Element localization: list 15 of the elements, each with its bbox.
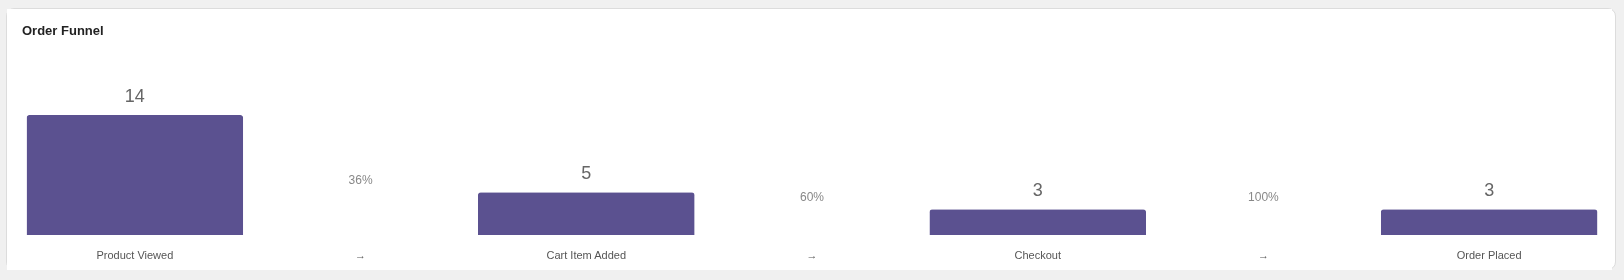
x-tick-label: →: [1257, 248, 1269, 261]
data-label: 3: [1484, 180, 1495, 201]
data-label: 14: [124, 86, 145, 106]
data-label: 3: [1032, 180, 1043, 201]
x-tick-label: →: [806, 248, 818, 261]
data-label: 5: [581, 163, 592, 184]
x-tick-label: →: [355, 248, 367, 261]
annotation: 60%: [799, 190, 825, 205]
x-tick-label: Cart Item Added: [546, 248, 627, 261]
x-tick-label: Checkout: [1014, 248, 1061, 261]
annotation: 100%: [1248, 190, 1280, 205]
chart-title: Order Funnel: [22, 23, 104, 38]
x-tick-label: Product Viewed: [96, 248, 174, 261]
annotation: 36%: [348, 173, 373, 188]
x-tick-label: Order Placed: [1456, 248, 1522, 261]
